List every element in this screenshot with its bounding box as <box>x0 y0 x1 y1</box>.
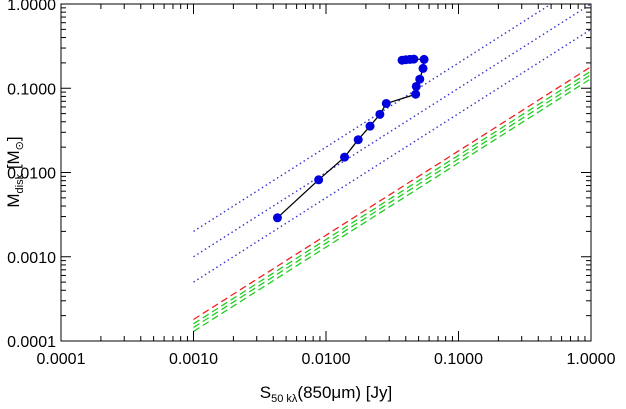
y-tick-label: 1.0000 <box>7 0 56 14</box>
data-point <box>365 121 375 131</box>
data-point <box>411 89 421 99</box>
y-tick-label: 0.0100 <box>7 166 56 183</box>
reference-line-dotted <box>193 4 591 258</box>
data-point <box>381 98 391 108</box>
data-point <box>375 109 385 119</box>
y-tick-label: 0.0001 <box>7 334 56 351</box>
y-axis-label-rest: [M <box>4 150 23 174</box>
y-tick-label: 0.0010 <box>7 250 56 267</box>
x-tick-label: 0.0100 <box>302 351 351 368</box>
y-axis-label-main: M <box>4 193 23 207</box>
x-tick-label: 0.0001 <box>37 351 86 368</box>
y-axis-label-sub: disk <box>14 173 26 193</box>
tick-labels: 0.0001 0.0010 0.0100 0.1000 1.0000 0.0001 0.00… <box>7 0 616 368</box>
data-point <box>272 213 282 223</box>
data-point <box>397 55 407 65</box>
x-axis-label-sub: 50 kλ <box>271 393 298 405</box>
y-axis-label: Mdisk [M⊙] <box>4 136 26 207</box>
x-tick-label: 0.1000 <box>434 351 483 368</box>
data-series-line <box>276 58 425 219</box>
y-axis-label-sun-symbol: ⊙ <box>14 141 26 150</box>
axis-ticks <box>60 3 592 342</box>
data-point <box>353 135 363 145</box>
data-points <box>272 54 429 223</box>
data-point <box>411 81 421 91</box>
x-axis-label: S50 kλ(850μm) [Jy] <box>260 383 392 405</box>
x-tick-label: 1.0000 <box>567 351 616 368</box>
reference-line-dotted <box>193 28 591 283</box>
reference-line-dashed <box>193 78 591 332</box>
data-point <box>415 74 425 84</box>
data-point <box>418 63 428 73</box>
x-axis-label-main: S <box>260 383 271 402</box>
y-axis-label-close: ] <box>4 136 23 141</box>
reference-line-dashed <box>193 66 591 321</box>
data-point <box>340 152 350 162</box>
reference-line-dashed <box>193 70 591 325</box>
y-tick-label: 0.1000 <box>7 81 56 98</box>
series-connecting-line <box>276 58 425 219</box>
data-point <box>419 54 429 64</box>
reference-line-dashed <box>193 74 591 328</box>
reference-lines <box>193 4 591 332</box>
x-axis-label-rest: (850μm) [Jy] <box>297 383 392 402</box>
reference-line-dotted <box>193 4 553 232</box>
data-point <box>314 175 324 185</box>
x-tick-label: 0.0010 <box>169 351 218 368</box>
